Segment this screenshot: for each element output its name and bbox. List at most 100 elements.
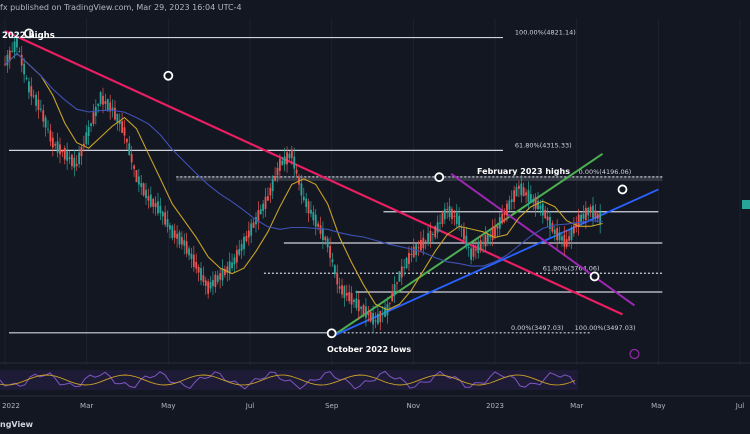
candle-body	[49, 130, 52, 142]
candle-body	[13, 41, 16, 52]
candle-body	[503, 212, 506, 216]
candle-body	[305, 198, 308, 208]
candle-body	[214, 274, 217, 288]
candle-body	[87, 126, 90, 137]
candle-body	[329, 246, 331, 258]
candle-body	[114, 107, 116, 120]
candle-body	[68, 157, 71, 160]
candle-body	[384, 307, 386, 317]
pivot-circle	[589, 271, 600, 282]
candle-body	[35, 94, 37, 106]
candle-body	[582, 213, 585, 219]
candle-body	[319, 225, 322, 234]
candle-body	[345, 292, 348, 296]
candle-body	[544, 209, 547, 219]
candle-body	[422, 237, 425, 249]
candle-body	[587, 208, 590, 216]
candle-body	[135, 170, 138, 183]
candle-body	[307, 201, 310, 214]
x-tick-label: Mar	[570, 402, 583, 410]
candle-body	[257, 210, 260, 223]
candle-body	[396, 282, 398, 284]
candle-body	[180, 237, 183, 245]
candle-body	[66, 151, 69, 161]
candle-body	[482, 241, 484, 244]
candle-body	[173, 230, 176, 238]
candle-body	[281, 160, 284, 165]
candle-body	[563, 234, 566, 247]
candle-body	[568, 236, 571, 241]
candle-body	[6, 54, 9, 66]
candle-body	[556, 228, 559, 241]
candle-body	[417, 247, 420, 249]
candle-body	[238, 249, 241, 255]
x-tick-label: May	[651, 402, 665, 410]
candle-body	[159, 205, 162, 214]
candle-body	[300, 183, 303, 196]
candle-body	[314, 214, 317, 227]
pivot-markers	[24, 28, 750, 360]
candle-body	[391, 291, 394, 302]
fib-level-label: 61.80%(3764.06)	[543, 264, 600, 272]
candle-body	[44, 117, 47, 128]
candle-body	[192, 254, 195, 267]
candle-body	[338, 286, 341, 289]
candle-body	[109, 102, 112, 112]
short-moving-average	[4, 52, 603, 311]
candle-body	[443, 208, 446, 220]
candle-body	[570, 227, 573, 241]
candle-body	[415, 244, 418, 256]
candle-body	[360, 306, 363, 309]
candle-body	[37, 99, 40, 110]
candle-body	[326, 238, 329, 248]
candle-body	[142, 183, 145, 196]
pivot-circle	[326, 328, 337, 339]
candle-body	[312, 212, 315, 221]
candle-body	[525, 192, 527, 196]
grid	[4, 18, 741, 395]
candle-body	[467, 246, 470, 248]
candle-body	[8, 50, 11, 62]
candle-body	[185, 241, 188, 254]
candle-body	[549, 216, 551, 229]
candle-body	[75, 163, 78, 167]
candle-body	[252, 222, 255, 228]
candle-body	[520, 183, 523, 196]
rsi-line	[0, 370, 576, 390]
candle-body	[178, 232, 181, 245]
candle-body	[161, 211, 164, 217]
candle-body	[479, 240, 482, 251]
candle-body	[226, 266, 229, 273]
candle-body	[202, 275, 205, 282]
candle-body	[216, 275, 219, 282]
candle-body	[427, 233, 429, 244]
candle-body	[393, 284, 396, 296]
candle-body	[515, 187, 518, 197]
candle-body	[522, 187, 525, 197]
candle-body	[188, 248, 190, 256]
candle-body	[381, 313, 384, 316]
pivot-circle	[617, 184, 628, 195]
candle-body	[527, 190, 530, 203]
fib-level-label: 100.00%(3497.03)	[575, 324, 636, 332]
candle-body	[594, 210, 597, 218]
candle-body	[592, 205, 594, 218]
candle-body	[341, 285, 343, 295]
candle-body	[25, 77, 28, 79]
candle-body	[429, 230, 432, 242]
candle-body	[317, 223, 320, 227]
candle-body	[448, 206, 451, 218]
candle-body	[293, 156, 296, 169]
candle-body	[104, 101, 107, 104]
x-tick-label: Jul	[735, 402, 745, 410]
candle-body	[207, 281, 210, 294]
candle-body	[333, 265, 336, 275]
candle-body	[348, 291, 351, 302]
candle-body	[247, 230, 250, 238]
candle-body	[16, 37, 18, 48]
x-tick-label: Sep	[325, 402, 339, 410]
fib-level-label: 61.80%(4315.33)	[515, 141, 572, 149]
